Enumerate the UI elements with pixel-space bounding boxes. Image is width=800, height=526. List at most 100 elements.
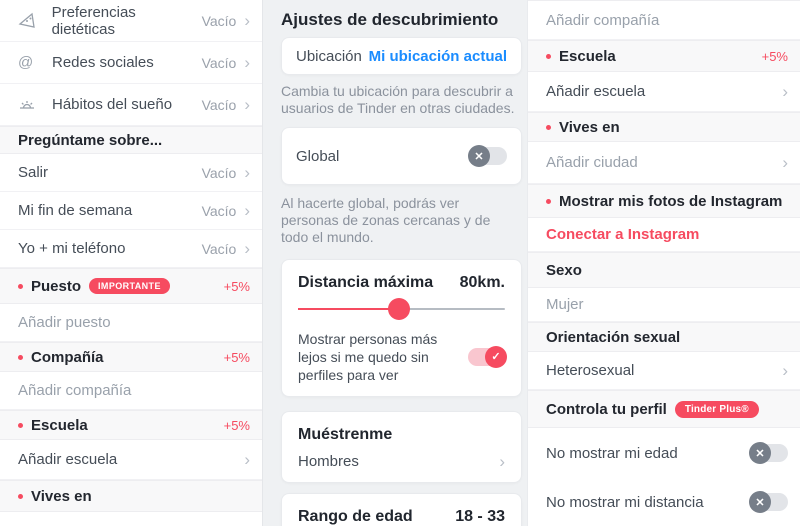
chevron-right-icon: › [782,82,788,101]
gender-value: Mujer [546,296,584,313]
row-label: Añadir puesto [18,314,111,331]
global-card: Global ✕ [281,127,522,185]
age-range-value: 18 - 33 [455,508,505,525]
chevron-right-icon: › [244,163,250,182]
chevron-right-icon: › [244,95,250,114]
profile-edit-column: Preferencias dietéticas Vacío › @ Redes … [0,0,262,526]
row-label: Añadir escuela [18,451,118,468]
school-section-header: Escuela +5% [528,40,800,72]
show-farther-label: Mostrar personas más lejos si me quedo s… [298,331,438,383]
sunrise-icon [18,96,52,114]
add-company-row[interactable]: Añadir compañía [0,372,262,410]
hide-age-row: No mostrar mi edad ✕ [528,428,800,478]
toggle-check-icon: ✓ [485,346,507,368]
add-company-row[interactable]: Añadir compañía [528,0,800,40]
show-me-value: Hombres [298,453,359,470]
chevron-right-icon: › [244,201,250,220]
ask-row-going-out[interactable]: Salir Vacío › [0,154,262,192]
chevron-right-icon: › [244,239,250,258]
add-job-row[interactable]: Añadir puesto [0,304,262,342]
bonus-percent: +5% [223,417,250,433]
red-dot-icon [18,283,23,289]
red-dot-icon [18,493,23,499]
lives-in-section-header: Vives en [0,480,262,512]
lives-in-section-header: Vives en [528,112,800,142]
chevron-right-icon: › [244,11,250,30]
row-value: Vacío [201,202,237,219]
company-section-header: Compañía +5% [0,342,262,372]
red-dot-icon [546,53,551,59]
important-badge: IMPORTANTE [89,278,170,294]
chevron-right-icon: › [782,153,788,172]
toggle-x-icon: ✕ [749,491,771,513]
bonus-percent: +5% [761,48,788,64]
distance-slider[interactable] [298,298,505,320]
control-profile-section-header: Controla tu perfil Tinder Plus® [528,390,800,428]
location-label: Ubicación [296,47,362,65]
profile-settings-column: Añadir compañía Escuela +5% Añadir escue… [527,0,800,526]
location-card: Ubicación Mi ubicación actual [281,37,522,75]
current-location-link[interactable]: Mi ubicación actual [368,47,507,65]
sleep-habits-row[interactable]: Hábitos del sueño Vacío › [0,84,262,126]
ask-row-weekend[interactable]: Mi fin de semana Vacío › [0,192,262,230]
hide-age-toggle[interactable]: ✕ [749,442,788,464]
red-dot-icon [546,124,551,130]
add-school-row[interactable]: Añadir escuela › [528,72,800,112]
add-school-row[interactable]: Añadir escuela › [0,440,262,480]
row-label: Mi fin de semana [18,202,133,219]
tinder-plus-badge: Tinder Plus® [674,400,759,418]
row-label: Preferencias dietéticas [51,3,136,38]
connect-instagram-row[interactable]: Conectar a Instagram [528,218,800,252]
discovery-settings-panel: Ajustes de descubrimiento Ubicación Mi u… [262,0,527,526]
pizza-icon [18,12,52,30]
bonus-percent: +5% [223,349,250,365]
red-dot-icon [18,422,23,428]
show-me-card: Muéstrenme Hombres › [281,411,522,483]
row-label: Salir [18,164,49,181]
instagram-section-header: Mostrar mis fotos de Instagram [528,184,800,218]
chevron-right-icon: › [782,361,788,380]
ask-me-about-header: Pregúntame sobre... [0,126,262,154]
global-label: Global [296,147,340,165]
show-farther-toggle[interactable]: ✓ [468,346,507,368]
max-distance-title: Distancia máxima [298,274,434,291]
row-value: Vacío [201,54,237,71]
distance-slider-knob[interactable] [388,298,411,320]
row-label: Añadir compañía [546,11,660,29]
add-city-row[interactable]: Añadir ciudad › [528,142,800,184]
orientation-section-header: Orientación sexual [528,322,800,352]
row-label: Añadir ciudad [546,154,638,171]
connect-instagram-link[interactable]: Conectar a Instagram [546,226,700,243]
location-note: Cambia tu ubicación para descubrir a usu… [281,83,515,116]
job-section-header: Puesto IMPORTANTE +5% [0,268,262,304]
row-label: No mostrar mi distancia [546,493,704,511]
hide-distance-toggle[interactable]: ✕ [749,491,788,513]
hide-distance-row: No mostrar mi distancia ✕ [528,478,800,526]
age-range-card: Rango de edad 18 - 33 Mostrar personas u… [281,493,522,526]
row-value: Vacío [201,12,237,29]
bonus-percent: +5% [223,278,250,294]
age-range-title: Rango de edad [298,508,413,525]
orientation-row[interactable]: Heterosexual › [528,352,800,390]
row-label: No mostrar mi edad [546,444,678,462]
school-section-header: Escuela +5% [0,410,262,440]
ask-row-me-and-phone[interactable]: Yo + mi teléfono Vacío › [0,230,262,268]
chevron-right-icon: › [499,452,505,471]
dietary-preferences-row[interactable]: Preferencias dietéticas Vacío › [0,0,262,42]
chevron-right-icon: › [244,450,250,469]
row-value: Vacío [201,164,237,181]
social-networks-row[interactable]: @ Redes sociales Vacío › [0,42,262,84]
gender-row[interactable]: Mujer [528,288,800,322]
global-note: Al hacerte global, podrás ver personas d… [281,195,491,245]
red-dot-icon [546,198,551,204]
row-value: Vacío [201,96,237,113]
chevron-right-icon: › [244,53,250,72]
global-toggle[interactable]: ✕ [468,145,507,167]
row-label: Yo + mi teléfono [18,240,126,257]
row-label: Añadir compañía [18,382,132,399]
max-distance-card: Distancia máxima 80km. Mostrar personas … [281,259,522,397]
toggle-x-icon: ✕ [749,442,771,464]
toggle-x-icon: ✕ [468,145,490,167]
show-me-row[interactable]: Hombres › [298,453,505,470]
